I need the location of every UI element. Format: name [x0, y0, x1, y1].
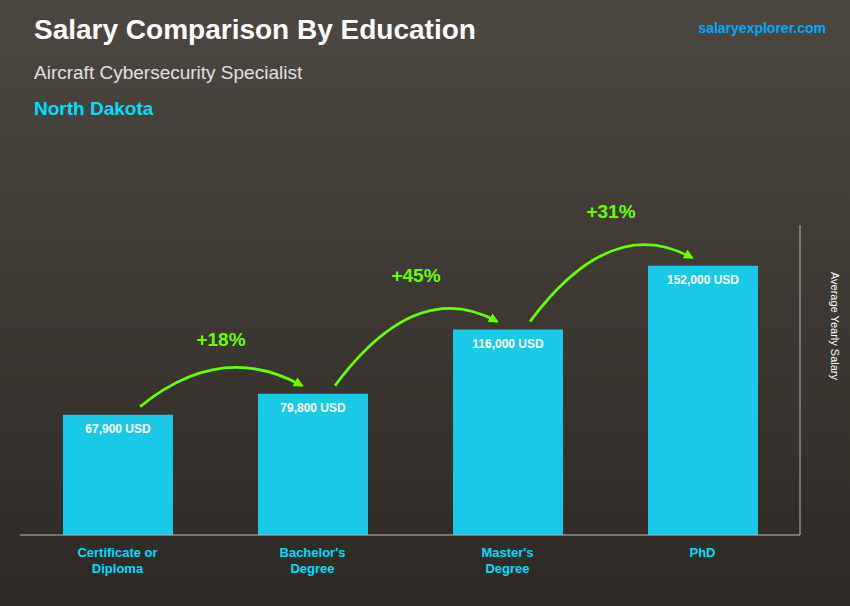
svg-text:67,900 USD: 67,900 USD	[85, 422, 151, 436]
svg-text:152,000 USD: 152,000 USD	[667, 273, 739, 287]
html-text:Salary Comparison By Education: Salary Comparison By Education	[34, 14, 476, 45]
html-text:North Dakota: North Dakota	[34, 98, 154, 119]
svg-text:Certificate orDiploma: Certificate orDiploma	[77, 545, 157, 576]
svg-text:Master'sDegree: Master'sDegree	[481, 545, 533, 576]
svg-text:+31%: +31%	[586, 201, 635, 222]
svg-text:Bachelor'sDegree: Bachelor'sDegree	[280, 545, 346, 576]
html-text:Aircraft Cybersecurity Special: Aircraft Cybersecurity Specialist	[34, 62, 303, 83]
html-text:salaryexplorer.com: salaryexplorer.com	[698, 20, 826, 36]
svg-text:+45%: +45%	[391, 265, 440, 286]
svg-text:116,000 USD: 116,000 USD	[472, 337, 544, 351]
svg-text:79,800 USD: 79,800 USD	[280, 401, 346, 415]
svg-text:+18%: +18%	[196, 329, 245, 350]
svg-text:Average Yearly Salary: Average Yearly Salary	[829, 272, 841, 381]
svg-text:PhD: PhD	[690, 545, 716, 560]
